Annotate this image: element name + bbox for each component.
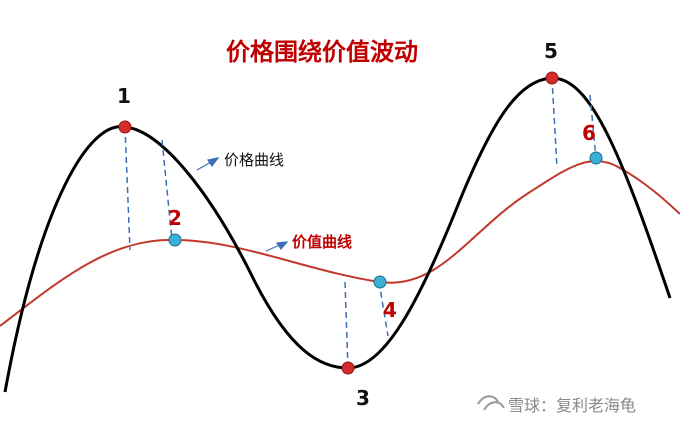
watermark-text: 雪球：复利老海龟 bbox=[508, 396, 636, 415]
value-curve bbox=[0, 160, 680, 327]
point-4-marker bbox=[373, 275, 387, 289]
point-1-label: 1 bbox=[117, 84, 131, 108]
guide-1a bbox=[124, 126, 131, 251]
value-curve-label: 价值曲线 bbox=[292, 233, 352, 251]
point-5-label: 5 bbox=[544, 39, 558, 63]
guide-5b bbox=[589, 94, 597, 159]
point-6-marker bbox=[589, 151, 603, 165]
point-2-marker bbox=[168, 233, 182, 247]
point-1-marker bbox=[118, 120, 132, 134]
point-4-label: 4 bbox=[383, 298, 397, 322]
guide-5a bbox=[551, 77, 558, 169]
watermark: 雪球：复利老海龟 bbox=[477, 395, 636, 415]
point-5-marker bbox=[545, 71, 559, 85]
price-curve-label: 价格曲线 bbox=[224, 151, 284, 169]
price-curve-arrow bbox=[196, 157, 220, 171]
point-2-label: 2 bbox=[168, 206, 182, 230]
point-6-label: 6 bbox=[582, 121, 596, 145]
dashed-guides bbox=[124, 77, 597, 369]
value-curve-arrow bbox=[265, 241, 289, 252]
point-3-marker bbox=[341, 361, 355, 375]
snowball-logo-icon bbox=[477, 395, 505, 411]
diagram-title: 价格围绕价值波动 bbox=[226, 38, 418, 66]
guide-1b bbox=[161, 139, 173, 241]
guide-3b bbox=[378, 281, 389, 337]
point-3-label: 3 bbox=[356, 386, 370, 410]
guide-3a bbox=[344, 281, 349, 369]
